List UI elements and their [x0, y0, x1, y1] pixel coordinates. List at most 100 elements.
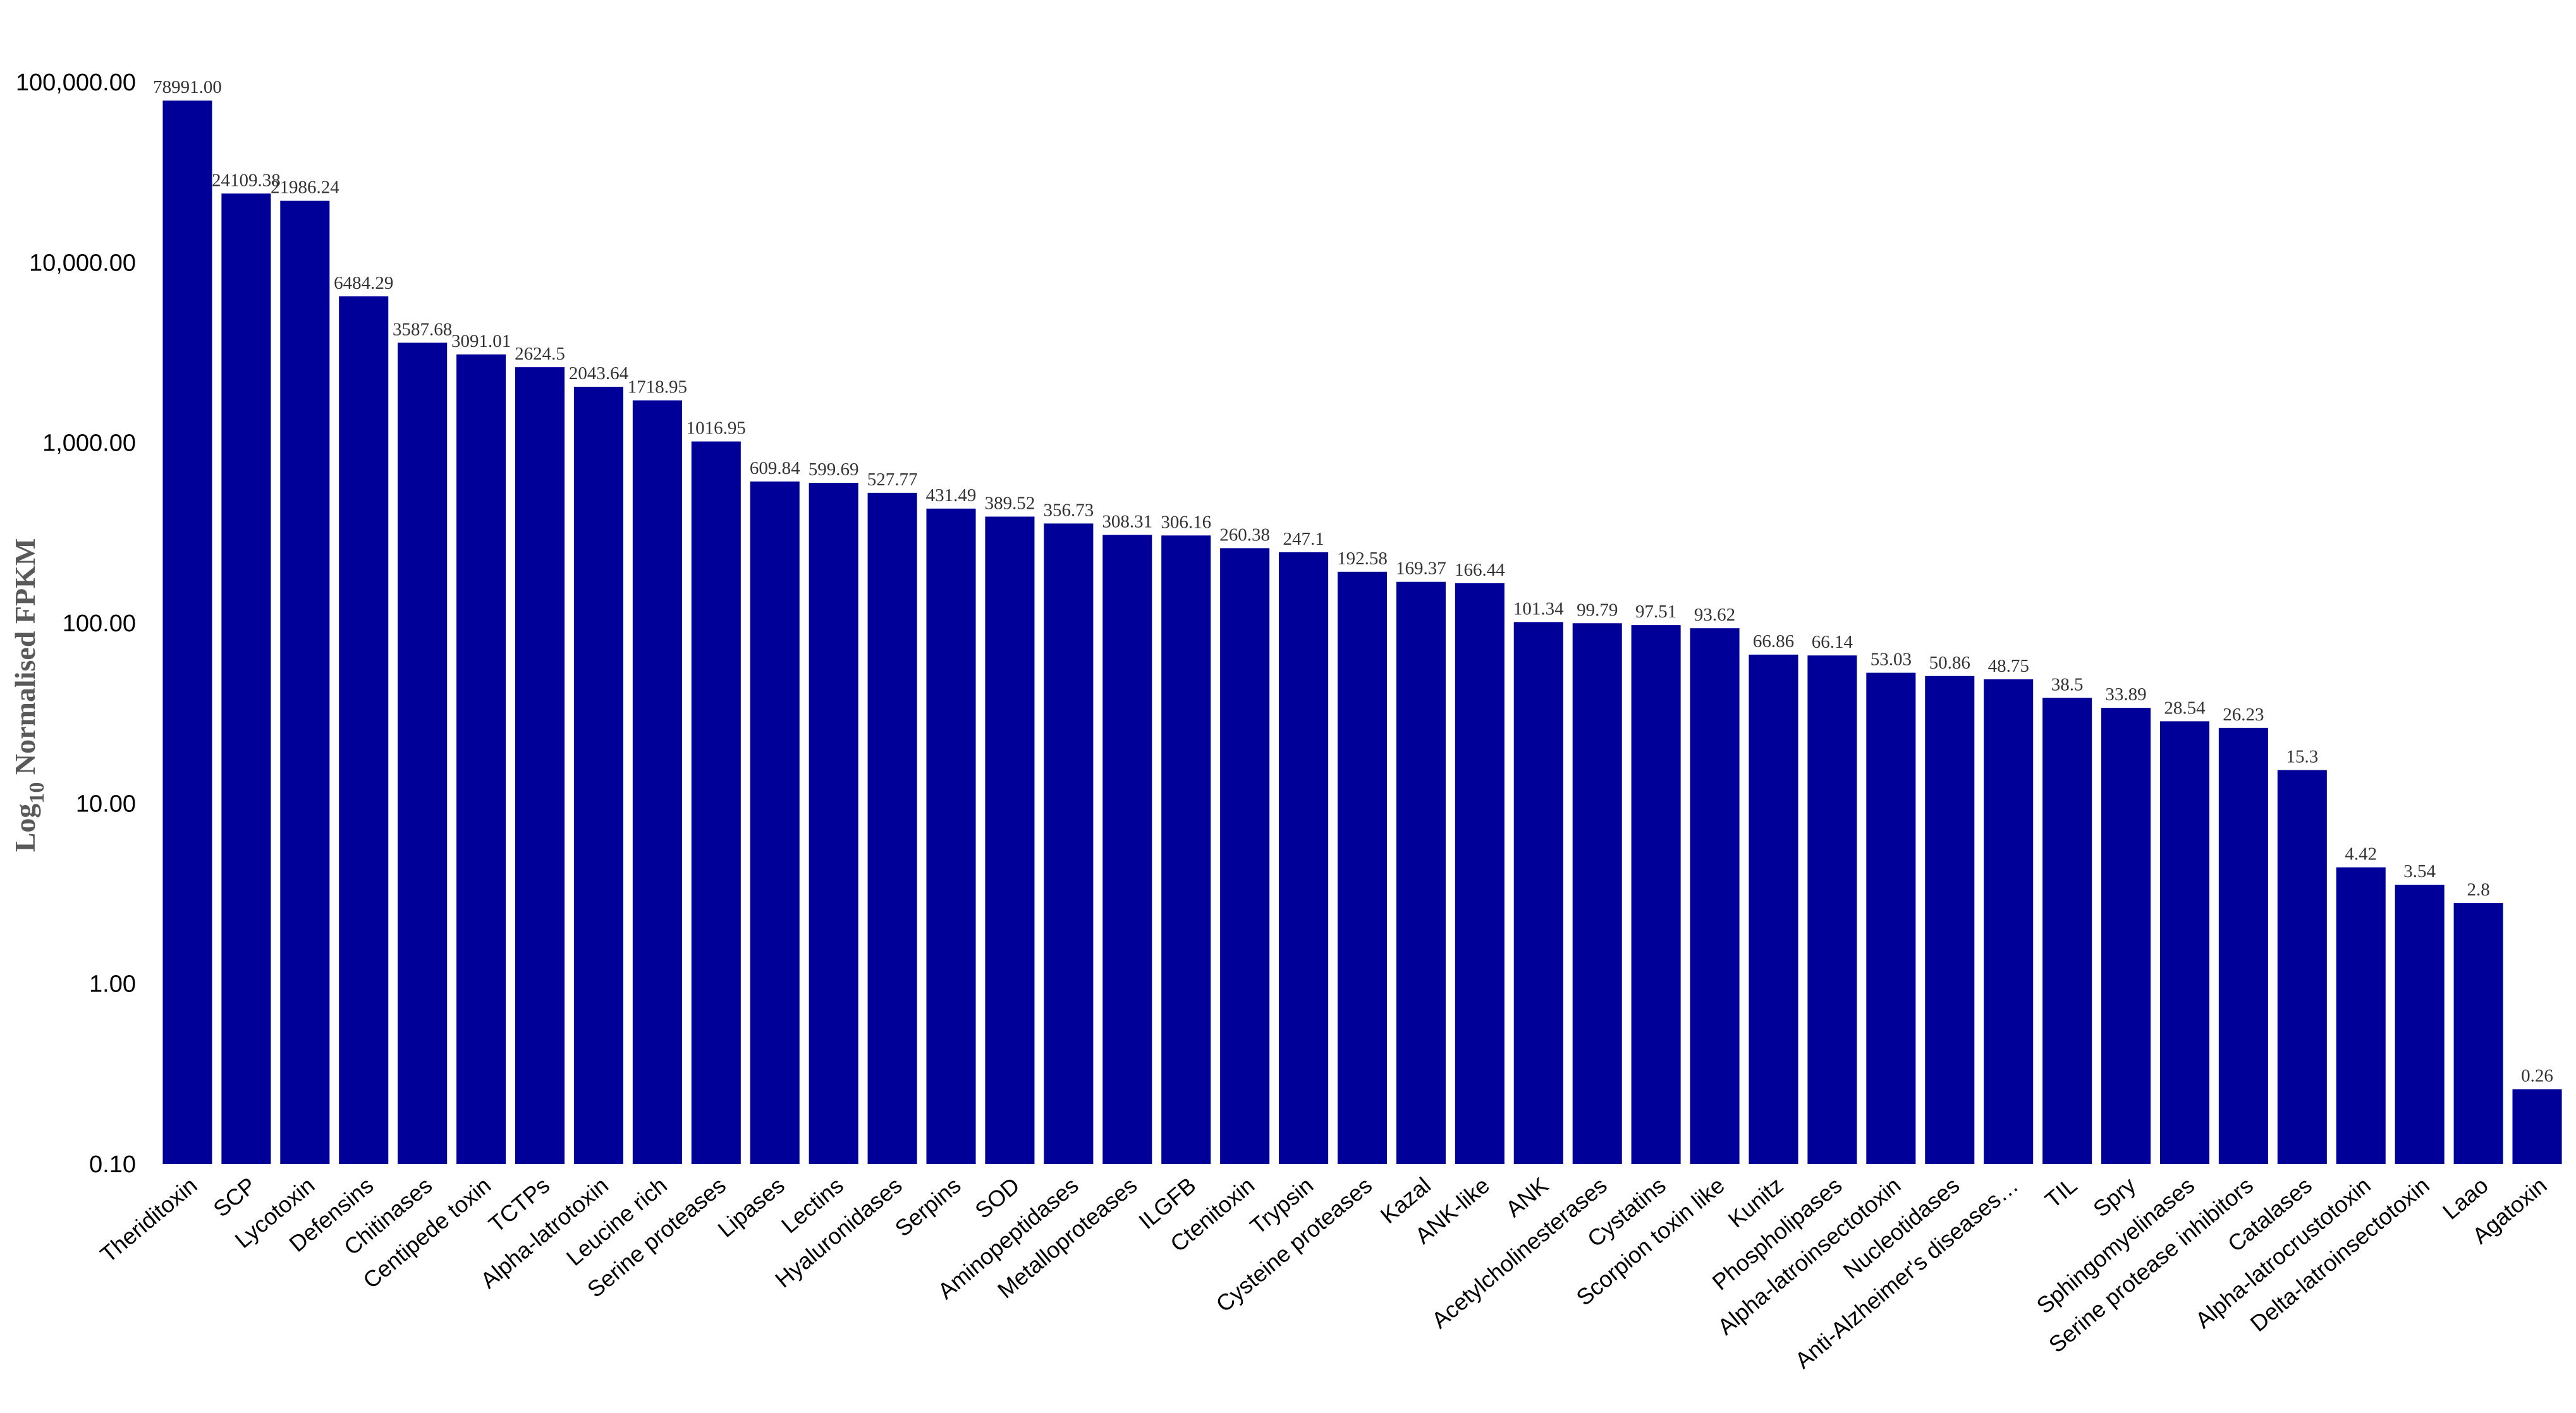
bar	[1513, 622, 1563, 1164]
data-label: 38.5	[2051, 674, 2084, 694]
bar	[1572, 623, 1622, 1164]
y-axis-title-subscript: 10	[25, 782, 49, 804]
bar	[398, 343, 448, 1164]
data-label: 21986.24	[271, 178, 339, 198]
data-label: 4.42	[2345, 844, 2377, 864]
bar	[2395, 885, 2445, 1164]
data-label: 48.75	[1988, 656, 2029, 676]
y-tick-label: 10,000.00	[29, 250, 136, 276]
y-axis-title: Log10 Normalised FPKM	[9, 538, 49, 852]
data-label: 99.79	[1577, 600, 1618, 620]
bar	[221, 193, 271, 1164]
data-label: 15.3	[2286, 747, 2318, 767]
bar	[1455, 583, 1505, 1164]
bar	[339, 296, 389, 1164]
data-label: 192.58	[1337, 549, 1388, 569]
x-tick-label: Serpins	[890, 1172, 966, 1242]
bar	[515, 367, 565, 1164]
bar	[1807, 655, 1857, 1164]
bar	[1220, 548, 1270, 1164]
data-label: 356.73	[1043, 500, 1094, 520]
data-label: 53.03	[1871, 650, 1912, 670]
bar	[2336, 867, 2386, 1164]
bar	[2453, 903, 2503, 1164]
data-label: 26.23	[2223, 705, 2264, 725]
bar	[1984, 679, 2034, 1164]
bar	[691, 441, 741, 1164]
data-label: 599.69	[809, 459, 859, 480]
x-tick-label: Lipases	[712, 1172, 789, 1242]
data-label: 93.62	[1694, 605, 1735, 625]
bar	[280, 200, 330, 1165]
x-tick-label: Theriditoxin	[95, 1172, 202, 1268]
y-axis-title-prefix: Log	[9, 804, 41, 852]
data-label: 1718.95	[628, 377, 687, 397]
data-label: 0.26	[2521, 1066, 2553, 1086]
data-label: 306.16	[1161, 512, 1211, 532]
y-tick-label: 0.10	[89, 1151, 136, 1178]
data-label: 527.77	[867, 470, 918, 490]
data-label: 169.37	[1396, 559, 1446, 579]
bar	[1631, 625, 1681, 1164]
bar	[1161, 535, 1211, 1164]
data-label: 308.31	[1102, 511, 1152, 531]
bar	[456, 354, 506, 1164]
bar	[2159, 721, 2210, 1164]
data-label: 50.86	[1929, 653, 1970, 673]
data-label: 101.34	[1513, 598, 1564, 619]
bar	[573, 387, 623, 1164]
bar	[1925, 676, 1975, 1164]
y-tick-label: 10.00	[76, 791, 136, 817]
data-label: 247.1	[1283, 529, 1324, 549]
x-axis: Theriditoxin SCPLycotoxinDefensinsChitina…	[95, 1172, 2552, 1374]
data-label: 78991.00	[153, 77, 222, 97]
bar	[2512, 1089, 2562, 1164]
data-label: 389.52	[985, 494, 1035, 514]
bar	[1749, 654, 1798, 1164]
y-tick-label: 100.00	[63, 610, 136, 637]
data-label: 2.8	[2467, 880, 2489, 900]
bar	[926, 508, 976, 1164]
bar	[750, 481, 800, 1165]
bar	[2042, 698, 2092, 1164]
bar	[2218, 727, 2268, 1164]
data-label: 3587.68	[393, 319, 452, 339]
data-label: 6484.29	[334, 273, 393, 293]
bar	[632, 400, 682, 1164]
bar	[985, 516, 1035, 1164]
bar	[1337, 571, 1388, 1164]
data-label: 2624.5	[515, 344, 565, 364]
data-labels: 78991.0024109.3821986.246484.293587.6830…	[153, 77, 2553, 1086]
data-label: 3.54	[2403, 861, 2436, 882]
data-label: 1016.95	[687, 418, 746, 439]
data-label: 2043.64	[569, 363, 629, 384]
bar	[162, 100, 212, 1165]
data-label: 166.44	[1455, 560, 1505, 580]
data-label: 260.38	[1219, 525, 1270, 545]
data-label: 3091.01	[451, 331, 511, 351]
bar	[1396, 581, 1446, 1164]
data-label: 33.89	[2105, 684, 2146, 705]
y-axis-title-suffix: Normalised FPKM	[9, 538, 41, 782]
y-tick-label: 1,000.00	[42, 430, 136, 457]
bar	[2101, 708, 2151, 1164]
bar	[1044, 523, 1094, 1164]
bar	[1866, 672, 1916, 1164]
data-label: 66.14	[1812, 632, 1853, 652]
bar	[867, 492, 917, 1164]
bar	[1102, 535, 1152, 1164]
y-tick-label: 100,000.00	[16, 70, 136, 96]
data-label: 609.84	[750, 458, 800, 478]
bar	[2277, 770, 2327, 1164]
bar	[1690, 628, 1740, 1164]
data-label: 431.49	[926, 485, 977, 506]
bars	[162, 100, 2562, 1165]
y-axis: 0.10 1.00 10.00 100.00 1,000.00 10,000.00 100,…	[16, 70, 136, 1178]
x-tick-label: TIL	[2040, 1172, 2082, 1213]
y-tick-label: 1.00	[89, 971, 136, 998]
bar	[809, 483, 858, 1164]
bar	[1279, 552, 1329, 1164]
data-label: 28.54	[2164, 698, 2206, 718]
